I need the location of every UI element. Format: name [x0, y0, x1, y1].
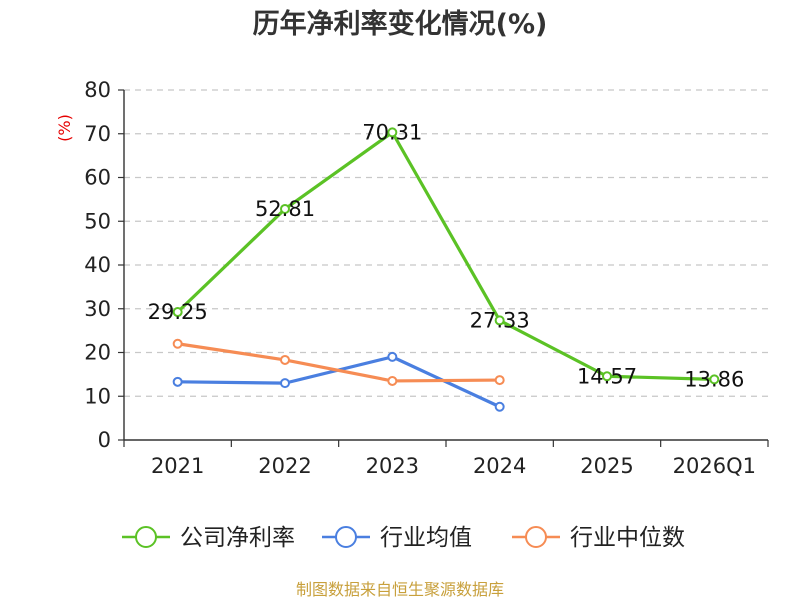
data-label: 70.31	[362, 120, 422, 144]
data-point	[494, 401, 505, 412]
data-point	[387, 375, 398, 386]
axes: 0 10 20 30 40 50 60 70 80 2021 2022 2023 2024 2025 202…	[84, 78, 769, 478]
series-2	[172, 338, 505, 386]
y-tick-label: 70	[84, 122, 111, 146]
data-point	[387, 351, 398, 362]
x-tick-label: 2025	[580, 454, 633, 478]
x-tick-label: 2024	[473, 454, 526, 478]
data-label: 29.25	[148, 300, 208, 324]
data-point	[172, 338, 183, 349]
legend-item: 行业中位数	[512, 525, 685, 551]
series-0	[172, 127, 720, 385]
x-tick-label: 2021	[151, 454, 204, 478]
y-tick-label: 20	[84, 341, 111, 365]
data-point	[172, 307, 183, 318]
data-point	[387, 127, 398, 138]
legend-marker	[335, 526, 357, 548]
legend-label: 行业中位数	[570, 525, 685, 551]
data-label: 27.33	[470, 308, 530, 332]
legend-item: 公司净利率	[122, 525, 295, 551]
data-label: 52.81	[255, 197, 315, 221]
data-point	[280, 203, 290, 214]
x-tick-label: 2022	[258, 454, 311, 478]
source-note: 制图数据来自恒生聚源数据库	[296, 580, 504, 599]
data-point	[602, 371, 612, 382]
legend: 公司净利率 行业均值 行业中位数	[122, 525, 685, 551]
data-labels: 29.25 52.81 70.31 27.33 14.57 13.86	[148, 120, 745, 391]
data-point	[172, 376, 183, 387]
y-axis-unit: (%)	[55, 114, 74, 142]
legend-label: 行业均值	[380, 525, 472, 551]
y-tick-label: 80	[84, 78, 111, 102]
legend-marker	[135, 526, 157, 548]
data-point	[280, 354, 290, 365]
data-point	[280, 378, 290, 389]
x-tick-label: 2026Q1	[673, 454, 756, 478]
chart-title: 历年净利率变化情况(%)	[253, 8, 548, 40]
legend-label: 公司净利率	[180, 525, 295, 551]
series-line	[176, 130, 715, 381]
series-lines	[172, 127, 720, 412]
y-tick-label: 10	[84, 384, 111, 408]
data-point	[494, 315, 505, 326]
data-label: 14.57	[577, 364, 637, 388]
data-point	[494, 375, 505, 386]
x-tick-label: 2023	[366, 454, 419, 478]
data-label: 13.86	[684, 367, 744, 391]
y-tick-label: 60	[84, 166, 111, 190]
y-tick-label: 40	[84, 253, 111, 277]
y-tick-label: 50	[84, 209, 111, 233]
series-line	[177, 342, 500, 383]
legend-item: 行业均值	[322, 525, 472, 551]
data-point	[709, 374, 720, 385]
y-tick-label: 30	[84, 297, 111, 321]
legend-marker	[525, 526, 547, 548]
y-tick-label: 0	[98, 428, 111, 452]
gridlines	[124, 89, 768, 397]
